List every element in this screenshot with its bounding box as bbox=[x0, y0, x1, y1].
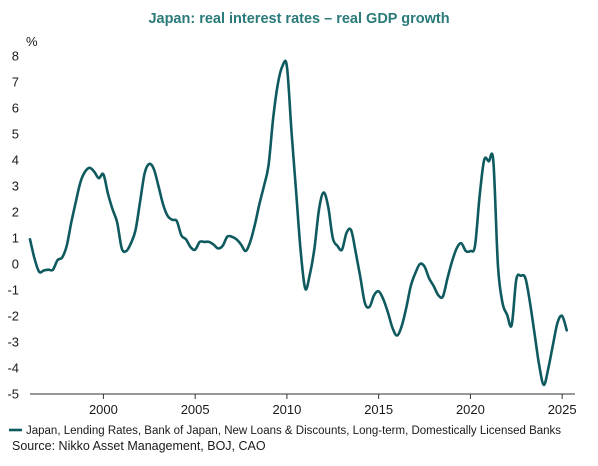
x-tick-label: 2025 bbox=[548, 402, 577, 417]
x-axis-ticks: 2000 2005 2010 2015 2020 2025 bbox=[89, 394, 577, 417]
y-tick-label: 8 bbox=[12, 49, 19, 64]
y-tick-label: -4 bbox=[7, 361, 19, 376]
chart-title: Japan: real interest rates – real GDP gr… bbox=[148, 11, 449, 27]
y-tick-label: -5 bbox=[7, 387, 19, 402]
x-tick-label: 2000 bbox=[89, 402, 118, 417]
series-line-japan-lending-rates bbox=[28, 59, 569, 387]
y-axis-ticks: 8 7 6 5 4 3 2 1 0 -1 -2 -3 -4 -5 bbox=[7, 49, 19, 402]
x-tick-label: 2010 bbox=[272, 402, 301, 417]
y-axis-unit-label: % bbox=[26, 34, 38, 49]
x-tick-label: 2020 bbox=[456, 402, 485, 417]
y-tick-label: -3 bbox=[7, 335, 19, 350]
y-tick-label: 4 bbox=[12, 153, 19, 168]
y-tick-label: 1 bbox=[12, 231, 19, 246]
x-tick-label: 2015 bbox=[364, 402, 393, 417]
source-note: Source: Nikko Asset Management, BOJ, CAO bbox=[12, 439, 266, 453]
y-tick-label: 7 bbox=[12, 75, 19, 90]
legend: Japan, Lending Rates, Bank of Japan, New… bbox=[9, 425, 561, 437]
x-tick-label: 2005 bbox=[181, 402, 210, 417]
y-tick-label: -2 bbox=[7, 309, 19, 324]
y-tick-label: 6 bbox=[12, 101, 19, 116]
y-tick-label: 3 bbox=[12, 179, 19, 194]
y-tick-label: 2 bbox=[12, 205, 19, 220]
legend-label: Japan, Lending Rates, Bank of Japan, New… bbox=[26, 425, 561, 437]
y-tick-label: 0 bbox=[12, 257, 19, 272]
y-tick-label: 5 bbox=[12, 127, 19, 142]
y-tick-label: -1 bbox=[7, 283, 19, 298]
